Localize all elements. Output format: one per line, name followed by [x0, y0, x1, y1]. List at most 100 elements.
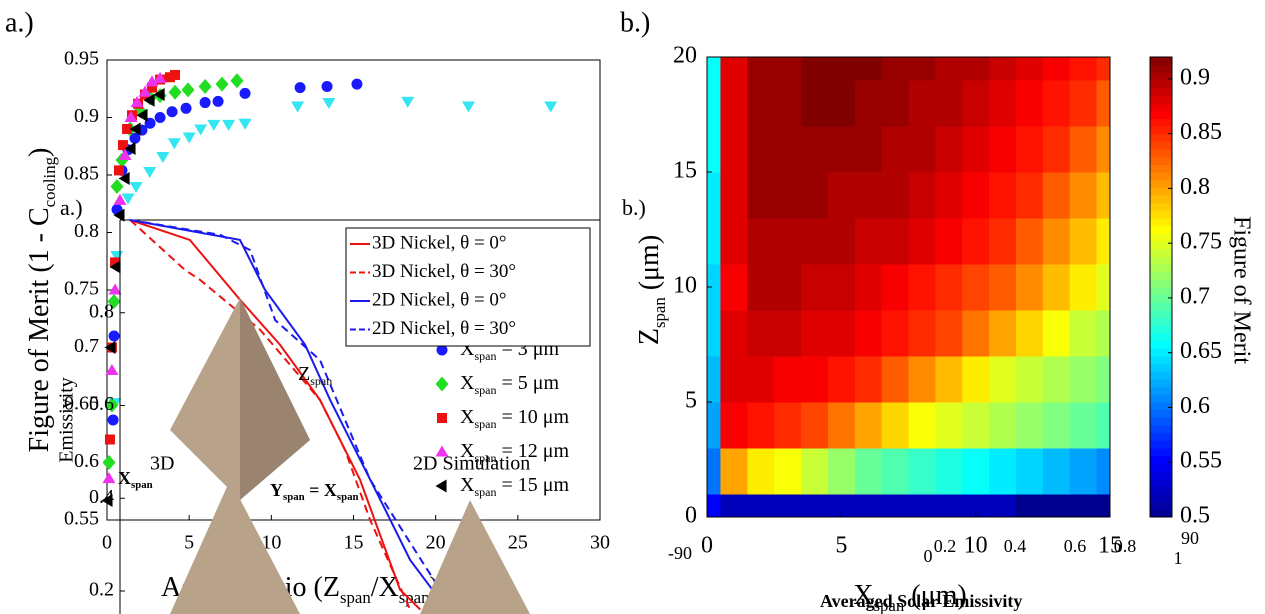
heat-cell — [747, 80, 775, 127]
marker — [109, 260, 121, 274]
label-part: ) — [24, 148, 55, 157]
colorbar-step — [1150, 149, 1172, 158]
heat-cell — [881, 356, 909, 403]
marker — [180, 102, 192, 114]
colorbar-step — [1150, 64, 1172, 73]
colorbar-step — [1150, 118, 1172, 127]
colorbar-step — [1150, 402, 1172, 411]
heat-cell — [881, 57, 909, 81]
colorbar-step — [1150, 187, 1172, 196]
heat-cell — [1069, 218, 1098, 265]
colorbar-step — [1150, 271, 1172, 280]
label-part: X — [853, 580, 873, 611]
heat-cell — [1015, 448, 1044, 495]
polar-tick-label: 0.8 — [1114, 536, 1137, 556]
colorbar-step — [1150, 294, 1172, 303]
heat-cell — [962, 80, 990, 127]
heat-cell — [774, 172, 802, 219]
y-tick-label: 0.75 — [64, 278, 99, 300]
marker — [238, 118, 252, 130]
heat-cell — [908, 218, 936, 265]
heat-cell — [908, 57, 936, 81]
label-part: (μm) — [634, 235, 665, 297]
annotation: 3D — [150, 453, 174, 475]
polar-tick-label: 1 — [1174, 548, 1183, 568]
colorbar-step — [1150, 379, 1172, 388]
colorbar-tick-label: 0.85 — [1180, 119, 1222, 145]
colorbar-step — [1150, 172, 1172, 181]
y-tick-label: 0.7 — [74, 335, 99, 357]
marker — [544, 101, 558, 113]
colorbar-step — [1150, 264, 1172, 273]
colorbar-step — [1150, 478, 1172, 487]
y-axis-label: Zspan (μm) — [634, 235, 669, 345]
heat-cell — [707, 218, 721, 265]
heat-cell — [962, 218, 990, 265]
marker — [156, 152, 170, 164]
heat-cell — [774, 494, 802, 518]
marker — [113, 165, 124, 176]
marker — [147, 82, 158, 93]
colorbar-step — [1150, 356, 1172, 365]
heat-cell — [774, 356, 802, 403]
label-part: X — [460, 440, 475, 462]
x-tick-label: 10 — [261, 532, 281, 554]
heat-cell — [827, 310, 856, 357]
heat-cell — [908, 494, 936, 518]
annotation: Xspan — [118, 468, 153, 491]
marker — [351, 78, 363, 90]
heat-cell — [1042, 402, 1071, 449]
heat-cell — [881, 80, 909, 127]
polar-tick-label: -90 — [668, 543, 692, 563]
heat-cell — [1015, 402, 1044, 449]
colorbar-step — [1150, 440, 1172, 449]
heat-cell — [989, 172, 1017, 219]
heat-cell — [747, 402, 775, 449]
colorbar-step — [1150, 394, 1172, 403]
marker — [108, 283, 122, 295]
marker — [124, 111, 138, 123]
heat-cell — [1015, 172, 1044, 219]
x-tick-label: 20 — [426, 532, 446, 554]
heat-cell — [1069, 310, 1098, 357]
heat-cell — [720, 172, 748, 219]
heat-cell — [854, 264, 883, 311]
y-axis-label: Figure of Merit (1 - Ccooling) — [24, 148, 59, 453]
colorbar-step — [1150, 455, 1172, 464]
line — [129, 219, 481, 606]
annotation: Yspan = Xspan — [270, 480, 359, 503]
heat-cell — [1042, 356, 1071, 403]
marker — [437, 413, 447, 423]
legend-label: Xspan = 5 μm — [460, 372, 559, 397]
heat-cell — [881, 402, 909, 449]
marker — [435, 479, 447, 493]
heat-cell — [827, 218, 856, 265]
colorbar-step — [1150, 302, 1172, 311]
colorbar-step — [1150, 256, 1172, 265]
label-part: Z — [298, 363, 310, 385]
heat-cell — [747, 310, 775, 357]
heat-cell — [1042, 57, 1071, 81]
marker — [130, 96, 144, 108]
marker — [401, 96, 415, 108]
subscript: span — [340, 588, 371, 607]
heat-cell — [1069, 57, 1098, 81]
legend-label: 2D Nickel, θ = 0° — [372, 289, 507, 310]
colorbar-tick-label: 0.75 — [1180, 229, 1222, 255]
polar-tick-label: 0.2 — [934, 536, 957, 556]
marker — [108, 330, 120, 342]
heat-cell — [801, 264, 829, 311]
heat-cell — [989, 218, 1017, 265]
colorbar-step — [1150, 348, 1172, 357]
line — [129, 219, 412, 610]
heat-cell — [720, 310, 748, 357]
heat-cell — [908, 80, 936, 127]
label-part: Figure of Merit (1 - C — [24, 207, 55, 452]
colorbar-step — [1150, 409, 1172, 418]
colorbar-step — [1150, 141, 1172, 150]
heat-cell — [1042, 172, 1071, 219]
heat-cell — [1096, 448, 1111, 495]
heat-cell — [962, 172, 990, 219]
marker — [322, 98, 336, 110]
heat-cell — [720, 448, 748, 495]
